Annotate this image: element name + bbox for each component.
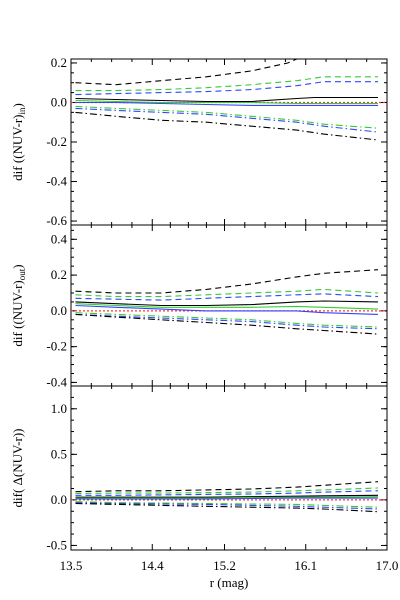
x-axis-label: r (mag) [210,575,249,590]
y-axis-label: dif ((NUV-r)in) [10,103,27,181]
y-tick-label: 0.0 [51,94,67,109]
series-line-dashed-3 [75,81,378,96]
series-line-dashdot-9 [75,502,379,513]
y-tick-label: -0.6 [46,213,67,228]
series-line-dashdot-8 [75,502,379,510]
y-tick-label: -0.2 [46,339,67,354]
y-tick-label: 0.0 [51,303,67,318]
series-line-solid-5 [75,496,379,499]
series-group [75,481,379,513]
y-axis-label-text: dif ((NUV-r) [10,115,25,181]
series-line-dashdot-8 [75,313,379,330]
series-line-dashed-1 [75,59,299,86]
y-tick-label: 0.5 [51,446,67,461]
series-line-dashdot-8 [75,107,379,133]
series-line-solid-5 [75,99,378,105]
series-group [75,269,379,335]
series-line-dashdot-9 [75,111,379,141]
series-line-dashed-2 [75,487,379,495]
panel-1: 0.2 0.0 -0.2 -0.4 -0.6 dif ((NUV-r)in) [10,55,388,228]
y-axis-label-text: dif ((NUV-r) [10,280,25,346]
y-axis-label-text: dif( Δ(NUV-r)) [10,429,25,508]
series-line-dashdot-9 [75,313,379,335]
y-tick-label: 0.4 [51,231,68,246]
y-tick-label: 0.2 [51,267,67,282]
series-line-solid-4 [75,96,378,103]
series-line-solid-6 [75,101,378,106]
panel-2: 0.4 0.2 0.0 -0.2 -0.4 dif ((NUV-r)out) [10,224,388,389]
y-tick-label: 0.0 [51,492,67,507]
y-tick-label: 0.2 [51,55,67,70]
series-line-dashdot-7 [75,501,379,508]
panel-1-frame [70,58,388,226]
series-line-dashed-3 [75,490,379,496]
series-line-solid-4 [75,494,379,498]
series-line-dashed-2 [75,288,379,298]
panel-3: 1.0 0.5 0.0 -0.5 dif( Δ(NUV-r)) 13.5 14.4 15.2 1… [10,385,399,590]
x-tick-label: 17.0 [376,558,399,573]
y-axis-label-suffix: ) [10,264,25,268]
y-tick-label: -0.2 [46,134,67,149]
y-tick-label: -0.5 [46,537,67,552]
series-line-dashed-2 [75,76,378,92]
y-axis-label-subscript: in [17,107,27,115]
x-tick-label: 13.5 [60,558,83,573]
x-tick-label: 14.4 [141,558,164,573]
series-line-dashed-1 [75,269,379,294]
series-line-dashdot-7 [75,105,379,129]
y-axis-label-suffix: ) [10,103,25,107]
panel-3-frame [70,385,388,551]
y-axis-label-subscript: out [17,268,27,280]
y-axis-label: dif ((NUV-r)out) [10,264,27,346]
y-tick-label: -0.4 [46,374,67,389]
series-line-solid-5 [75,303,379,310]
x-tick-label: 15.2 [213,558,236,573]
series-line-solid-6 [75,497,378,500]
x-tick-label: 16.1 [294,558,317,573]
y-tick-label: 1.0 [51,401,67,416]
series-line-solid-6 [75,304,379,315]
series-line-dashdot-7 [75,312,379,328]
y-axis-label: dif( Δ(NUV-r)) [10,429,25,508]
series-line-solid-4 [75,300,379,307]
series-line-dashed-3 [75,293,379,301]
series-group [75,59,379,141]
y-tick-label: -0.4 [46,174,67,189]
series-line-dashed-1 [75,481,379,493]
